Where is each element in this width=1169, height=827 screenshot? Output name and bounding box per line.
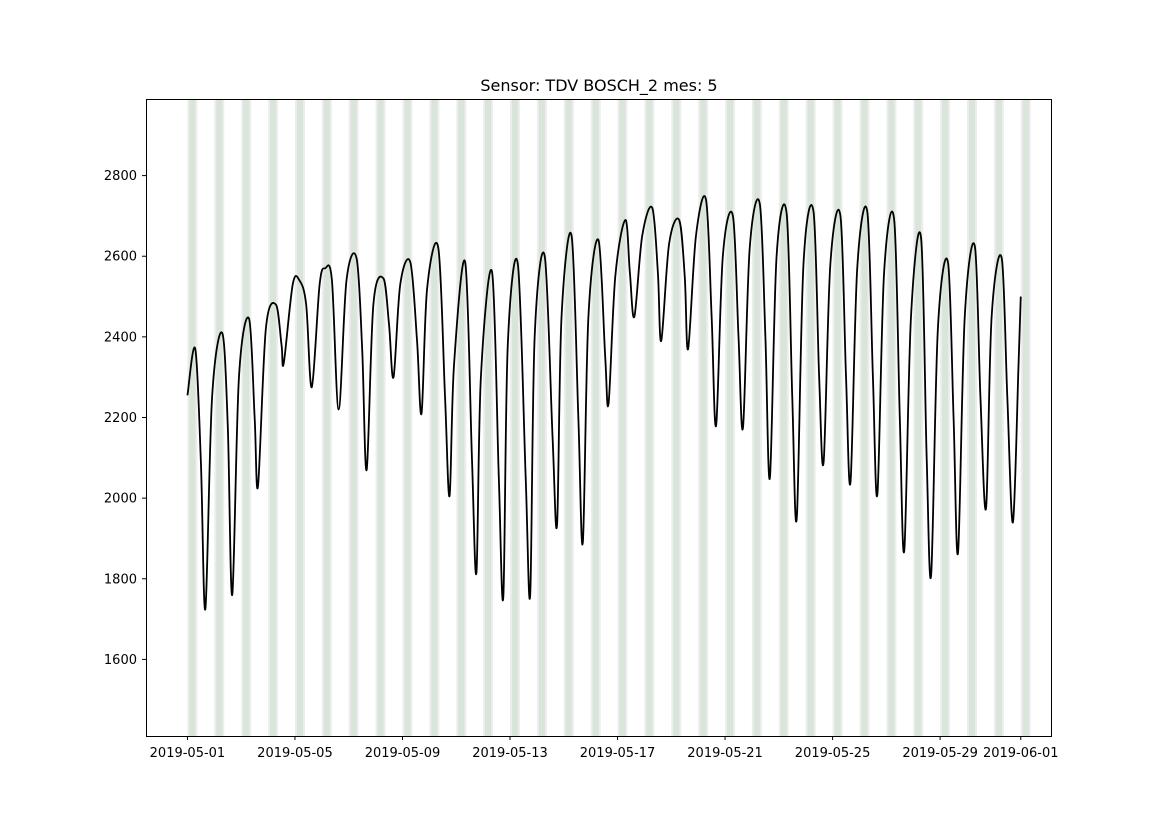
x-tick-label: 2019-05-09: [365, 746, 441, 761]
x-tick-label: 2019-05-01: [150, 746, 226, 761]
y-tick-label: 1600: [104, 653, 137, 668]
day-band-green: [538, 99, 545, 736]
x-axis: 2019-05-01 2019-05-05 2019-05-09 2019-05-13…: [150, 736, 1059, 761]
day-band-green: [485, 99, 492, 736]
y-tick-label: 1800: [104, 572, 137, 587]
day-band-green: [323, 99, 330, 736]
series-line: [186, 195, 1022, 611]
day-band-green: [565, 99, 572, 736]
day-band-green: [834, 99, 841, 736]
day-band-green: [619, 99, 626, 736]
day-band-green: [861, 99, 868, 736]
day-band-green: [727, 99, 734, 736]
day-band-green: [216, 99, 223, 736]
day-band-green: [270, 99, 277, 736]
x-tick-label: 2019-05-13: [472, 746, 548, 761]
day-band-green: [350, 99, 357, 736]
day-band-green: [700, 99, 707, 736]
day-band-green: [673, 99, 680, 736]
plot-frame: [146, 99, 1052, 737]
day-band-green: [995, 99, 1002, 736]
day-band-green: [512, 99, 518, 736]
day-band-green: [888, 99, 895, 736]
x-tick-label: 2019-06-01: [983, 746, 1059, 761]
y-tick-label: 2800: [104, 169, 137, 184]
day-band-green: [377, 99, 384, 736]
day-band-green: [431, 99, 438, 736]
day-band-green: [243, 99, 250, 736]
y-tick-label: 2000: [104, 492, 137, 507]
day-band-green: [915, 99, 922, 736]
y-axis: 1600 1800 2000 2200 2400 2600 2800: [104, 169, 146, 668]
y-tick-label: 2400: [104, 330, 137, 345]
day-band-green: [458, 99, 465, 736]
day-band-green: [404, 99, 411, 736]
x-tick-label: 2019-05-17: [580, 746, 656, 761]
day-band-green: [780, 99, 787, 736]
x-tick-label: 2019-05-29: [902, 746, 978, 761]
x-tick-label: 2019-05-05: [257, 746, 333, 761]
day-band-green: [969, 99, 975, 736]
y-tick-label: 2600: [104, 250, 137, 265]
y-tick-label: 2200: [104, 411, 137, 426]
x-tick-label: 2019-05-25: [795, 746, 871, 761]
chart-title: Sensor: TDV BOSCH_2 mes: 5: [480, 76, 717, 96]
day-band-green: [753, 99, 760, 736]
x-tick-label: 2019-05-21: [687, 746, 763, 761]
day-band-green: [1022, 99, 1029, 736]
series-group: [186, 195, 1022, 611]
day-band-green: [646, 99, 653, 736]
day-band-green: [189, 99, 196, 736]
shaded-bands: [187, 99, 1031, 736]
day-band-green: [807, 99, 814, 736]
day-band-green: [942, 99, 949, 736]
day-band-green: [297, 99, 303, 736]
day-band-green: [592, 99, 599, 736]
